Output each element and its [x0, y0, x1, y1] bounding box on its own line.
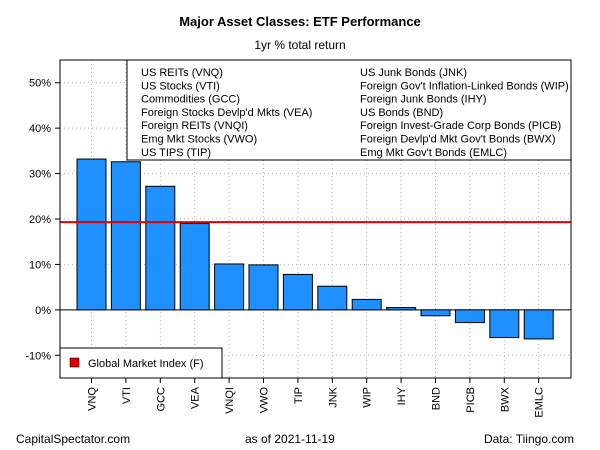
x-tick-label: GCC — [155, 387, 167, 412]
bar — [523, 309, 554, 340]
bar — [386, 307, 417, 311]
x-tick-label: WIP — [362, 387, 374, 408]
bar — [454, 309, 485, 324]
bar — [420, 309, 451, 317]
y-tick-label: 10% — [29, 259, 51, 271]
legend-entry: Foreign Devlp'd Mkt Gov't Bonds (BWX) — [360, 134, 556, 146]
x-tick-label: VWO — [259, 387, 271, 414]
footer-date: as of 2021-11-19 — [245, 432, 335, 446]
x-tick-label: VNQI — [224, 387, 236, 414]
legend-entry: Foreign REITs (VNQI) — [141, 120, 248, 132]
legend-entry: US Junk Bonds (JNK) — [360, 67, 467, 79]
bar — [179, 223, 210, 311]
bar — [110, 161, 141, 311]
reference-legend-label: Global Market Index (F) — [88, 358, 204, 370]
legend-entry: Emg Mkt Stocks (VWO) — [141, 134, 257, 146]
legend-entry: Foreign Junk Bonds (IHY) — [360, 94, 487, 106]
legend-entry: Foreign Invest-Grade Corp Bonds (PICB) — [360, 120, 561, 132]
y-tick-label: -10% — [25, 350, 51, 362]
y-tick-label: 40% — [29, 123, 51, 135]
reference-legend-box — [59, 347, 223, 379]
bar — [317, 285, 348, 311]
bar — [145, 185, 176, 311]
x-tick-label: BWX — [499, 386, 511, 412]
x-tick-label: VEA — [190, 386, 202, 409]
bar — [351, 298, 382, 311]
legend-entry: US TIPS (TIP) — [141, 147, 211, 159]
y-tick-label: 20% — [29, 214, 51, 226]
plot-border — [59, 59, 572, 379]
y-tick-label: 50% — [29, 78, 51, 90]
bar — [214, 263, 245, 311]
x-tick-label: JNK — [327, 386, 339, 407]
x-tick-label: IHY — [396, 386, 408, 405]
x-tick-label: BND — [431, 387, 443, 410]
legend-entry: US Stocks (VTI) — [141, 80, 220, 92]
legend-entry: Foreign Stocks Devlp'd Mkts (VEA) — [141, 107, 312, 119]
y-tick-label: 0% — [35, 305, 51, 317]
chart-subtitle: 1yr % total return — [254, 38, 346, 52]
bar — [76, 158, 107, 311]
x-tick-label: PICB — [465, 387, 477, 413]
chart-title: Major Asset Classes: ETF Performance — [179, 14, 421, 29]
x-tick-label: EMLC — [534, 387, 546, 418]
legend-entry: US REITs (VNQ) — [141, 67, 223, 79]
legend-entry: US Bonds (BND) — [360, 107, 443, 119]
legend-entry: Foreign Gov't Inflation-Linked Bonds (WI… — [360, 80, 569, 92]
x-tick-label: VNQ — [87, 387, 99, 411]
footer-source-site: CapitalSpectator.com — [16, 432, 131, 446]
legend-entry: Emg Mkt Gov't Bonds (EMLC) — [360, 147, 507, 159]
x-tick-label: TIP — [293, 387, 305, 404]
y-tick-label: 30% — [29, 169, 51, 181]
bar — [248, 264, 279, 311]
legend-box — [126, 59, 572, 161]
legend-entry: Commodities (GCC) — [141, 94, 240, 106]
reference-legend-swatch — [69, 357, 80, 368]
bar — [489, 309, 520, 339]
bar — [282, 273, 313, 311]
footer-data-source: Data: Tiingo.com — [483, 432, 574, 446]
x-tick-label: VTI — [121, 387, 133, 404]
